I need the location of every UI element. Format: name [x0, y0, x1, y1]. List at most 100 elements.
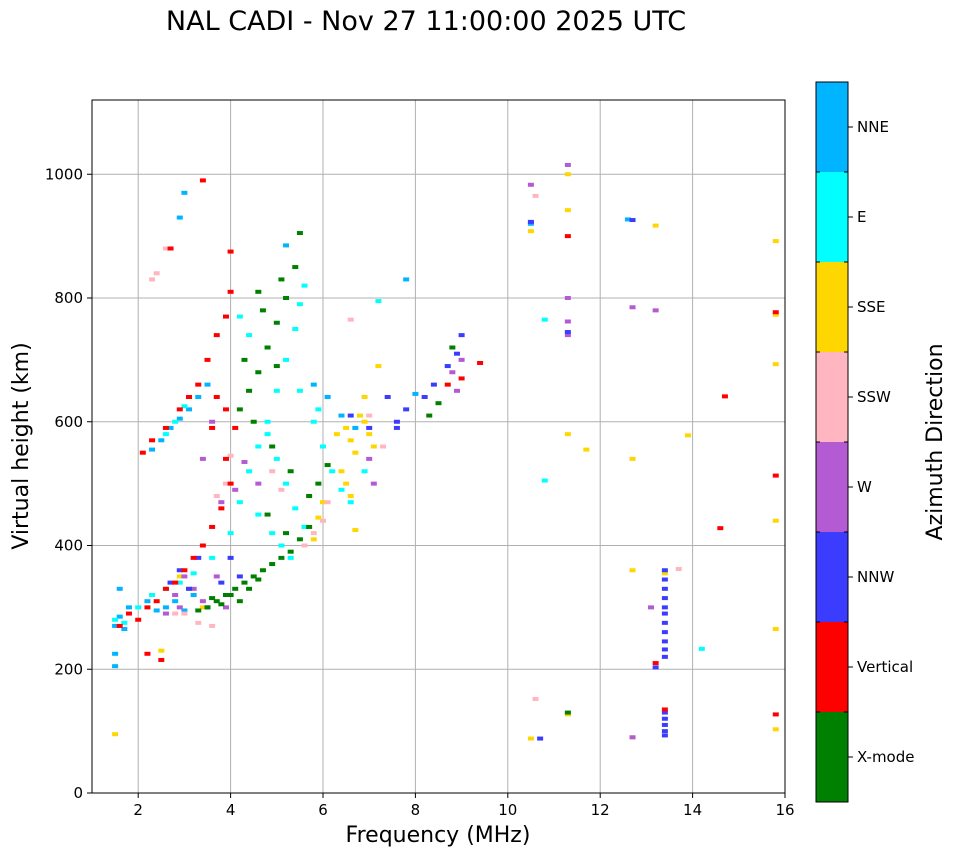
- colorbar-tick-label: Vertical: [857, 658, 913, 676]
- x-tick-label: 16: [775, 801, 794, 819]
- data-point-sse: [629, 568, 636, 573]
- data-point-e: [320, 444, 326, 449]
- data-point-ssw: [380, 444, 387, 449]
- data-point-vertical: [222, 314, 229, 319]
- data-point-ssw: [227, 453, 234, 458]
- data-point-vertical: [172, 580, 179, 585]
- data-point-x-mode: [269, 562, 276, 567]
- data-point-vertical: [209, 524, 216, 529]
- data-point-w: [232, 487, 239, 492]
- data-point-nnw: [403, 407, 410, 412]
- data-point-vertical: [195, 382, 202, 387]
- data-point-sse: [527, 229, 534, 234]
- data-point-vertical: [144, 605, 151, 610]
- data-point-w: [527, 182, 534, 187]
- x-tick-label: 8: [411, 801, 421, 819]
- x-tick-label: 12: [591, 801, 610, 819]
- data-point-x-mode: [287, 549, 294, 554]
- data-point-nnw: [661, 729, 668, 734]
- data-point-sse: [375, 364, 382, 369]
- data-point-nnw: [661, 639, 668, 644]
- data-point-x-mode: [255, 289, 262, 294]
- data-point-sse: [772, 239, 779, 244]
- data-point-e: [135, 605, 142, 610]
- data-point-nnw: [527, 219, 534, 224]
- data-point-nnw: [661, 647, 668, 652]
- data-point-x-mode: [264, 345, 271, 350]
- data-point-x-mode: [259, 568, 266, 573]
- data-point-sse: [564, 172, 571, 177]
- data-point-nne: [176, 215, 183, 220]
- data-point-sse: [772, 627, 779, 632]
- data-point-nne: [125, 605, 132, 610]
- data-point-x-mode: [232, 586, 239, 591]
- data-point-nne: [121, 627, 128, 632]
- data-point-sse: [320, 500, 326, 505]
- data-point-vertical: [190, 555, 197, 560]
- data-point-vertical: [209, 425, 216, 430]
- data-point-e: [236, 314, 243, 319]
- data-point-sse: [370, 444, 377, 449]
- data-point-w: [449, 370, 456, 375]
- data-point-x-mode: [195, 608, 202, 613]
- data-point-x-mode: [241, 357, 248, 362]
- axis-ticks: 2 4 6 8 10 12 14 16 0 200 400 600 800 1000: [45, 165, 795, 819]
- y-tick-label: 200: [54, 660, 83, 678]
- data-point-sse: [310, 537, 317, 542]
- data-point-vertical: [167, 246, 174, 251]
- data-point-x-mode: [269, 444, 276, 449]
- y-tick-label: 0: [73, 784, 83, 802]
- data-point-nne: [324, 395, 331, 399]
- data-point-nnw: [347, 413, 354, 418]
- data-point-x-mode: [296, 231, 303, 236]
- data-point-e: [269, 531, 276, 536]
- data-point-sse: [352, 450, 359, 455]
- data-point-nne: [167, 425, 174, 430]
- data-point-w: [629, 305, 636, 310]
- data-point-sse: [661, 571, 668, 576]
- data-point-sse: [347, 438, 354, 443]
- data-point-vertical: [176, 407, 183, 412]
- data-point-ssw: [209, 623, 216, 628]
- data-point-vertical: [717, 526, 724, 531]
- data-point-nnw: [218, 580, 225, 585]
- data-point-w: [648, 605, 655, 610]
- data-point-e: [541, 317, 548, 322]
- data-point-sse: [366, 432, 373, 437]
- data-point-sse: [652, 223, 659, 228]
- data-point-e: [301, 524, 308, 529]
- colorbar-swatch-nnw: [816, 532, 848, 622]
- data-point-x-mode: [255, 577, 262, 582]
- data-point-x-mode: [283, 296, 290, 300]
- data-point-vertical: [652, 661, 659, 666]
- x-tick-label: 10: [498, 801, 517, 819]
- data-point-e: [301, 283, 308, 288]
- data-point-nnw: [661, 654, 668, 659]
- colorbar-swatch-x-mode: [816, 712, 848, 802]
- data-point-sse: [343, 481, 350, 486]
- data-point-nne: [144, 599, 151, 604]
- data-point-x-mode: [259, 308, 266, 313]
- data-point-nne: [195, 395, 202, 399]
- data-point-w: [199, 599, 206, 604]
- data-point-nne: [181, 608, 188, 613]
- data-point-x-mode: [287, 469, 294, 474]
- colorbar-swatch-ssw: [816, 352, 848, 442]
- data-point-nne: [186, 407, 193, 412]
- data-point-sse: [112, 732, 119, 737]
- data-point-e: [209, 555, 216, 560]
- data-point-x-mode: [213, 599, 220, 604]
- data-point-e: [283, 481, 290, 486]
- data-point-vertical: [661, 707, 668, 712]
- data-point-vertical: [458, 376, 465, 381]
- data-point-nnw: [366, 425, 373, 430]
- data-point-vertical: [162, 425, 169, 430]
- data-point-nnw: [661, 596, 668, 601]
- data-point-nnw: [227, 555, 234, 560]
- data-point-nnw: [537, 736, 544, 741]
- data-point-vertical: [181, 568, 188, 573]
- data-point-vertical: [218, 506, 225, 511]
- data-point-e: [264, 419, 271, 424]
- data-point-nnw: [652, 665, 659, 670]
